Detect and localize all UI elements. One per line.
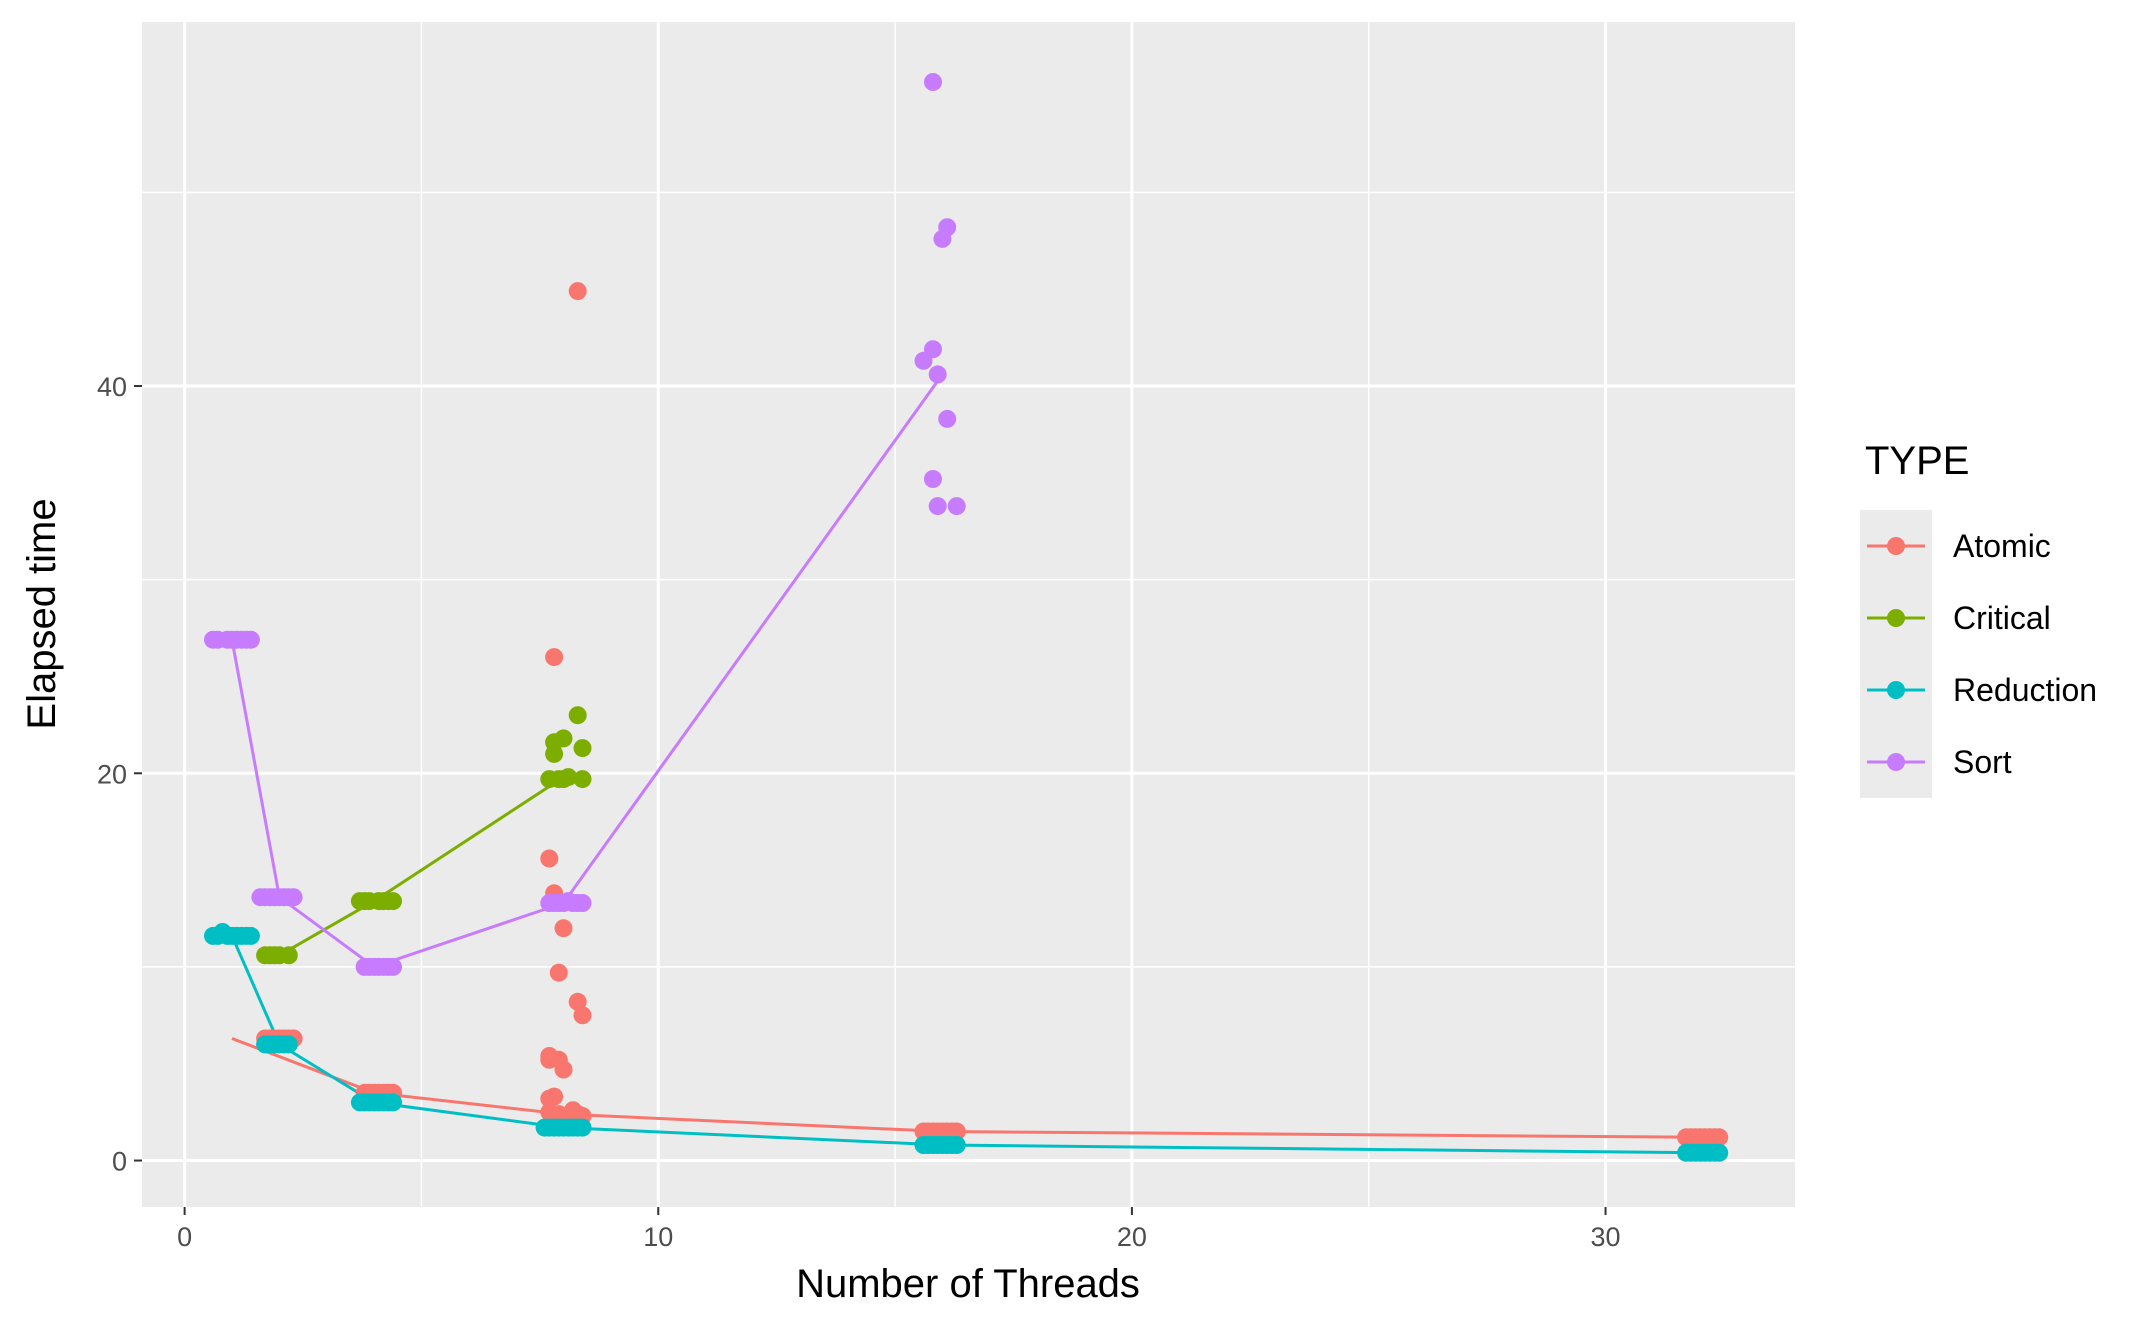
data-point-atomic [554,919,573,938]
data-point-critical [573,770,592,789]
plot-panel [142,22,1795,1207]
legend-label-critical: Critical [1953,600,2051,636]
data-point-atomic [554,1060,573,1079]
series-points-atomic [256,282,1729,1147]
grid-lines [142,22,1795,1207]
data-point-atomic [549,963,568,982]
series-line-reduction [230,935,1701,1155]
data-point-atomic [540,1089,559,1108]
data-point-sort [573,894,592,912]
data-point-critical [568,706,587,725]
axes: 0 10 20 30 0 20 40 [97,372,1621,1252]
legend: TYPE Atomic Critical Reduction Sort [1860,439,2097,798]
data-point-reduction [279,1035,298,1054]
y-axis-title: Elapsed time [20,498,64,729]
data-point-sort [933,229,952,248]
legend-label-atomic: Atomic [1953,528,2051,564]
x-axis-title: Number of Threads [796,1262,1140,1306]
data-point-sort [924,470,942,488]
x-tick-label: 10 [643,1222,673,1252]
data-point-sort [241,630,260,649]
data-point-critical [559,768,578,787]
legend-key-point [1887,609,1905,627]
x-tick-label: 0 [177,1222,192,1252]
series-points-sort [204,73,966,976]
data-point-reduction [947,1136,966,1154]
y-tick-label: 40 [97,372,127,402]
data-point-atomic [568,282,587,301]
legend-item-reduction: Reduction [1860,654,2097,726]
data-point-atomic [568,992,587,1011]
y-tick-label: 20 [97,759,127,789]
data-point-reduction [241,926,260,945]
legend-label-reduction: Reduction [1953,672,2097,708]
data-point-atomic [545,648,564,667]
data-point-sort [384,957,402,976]
data-point-sort [928,497,947,516]
legend-key-point [1887,537,1905,555]
legend-item-sort: Sort [1860,726,2012,798]
series-points [204,73,1729,1162]
legend-keys: Atomic Critical Reduction Sort [1860,510,2097,798]
legend-key-point [1887,681,1905,699]
data-point-critical [545,744,564,763]
data-point-critical [554,729,573,748]
legend-key-point [1887,753,1905,771]
data-point-sort [928,365,947,384]
data-point-atomic [573,1006,592,1025]
legend-item-atomic: Atomic [1860,510,2051,582]
data-point-reduction [384,1093,402,1112]
data-point-sort [284,888,303,907]
data-point-critical [573,739,592,758]
data-point-atomic [947,1122,966,1141]
data-point-reduction [573,1118,592,1137]
series-points-reduction [204,923,1729,1162]
data-point-sort [947,497,966,516]
x-tick-label: 20 [1117,1222,1147,1252]
x-tick-label: 30 [1591,1222,1621,1252]
series-points-critical [256,706,592,965]
data-point-sort [914,351,933,370]
data-point-sort [924,73,942,91]
data-point-critical [384,892,402,911]
y-tick-label: 0 [112,1147,127,1177]
legend-item-critical: Critical [1860,582,2051,654]
data-point-sort [938,409,957,428]
legend-label-sort: Sort [1953,744,2012,780]
data-point-critical [279,946,298,965]
data-point-atomic [1710,1128,1729,1147]
data-point-reduction [1710,1143,1729,1162]
data-point-atomic [540,849,559,868]
legend-title: TYPE [1865,439,1969,483]
